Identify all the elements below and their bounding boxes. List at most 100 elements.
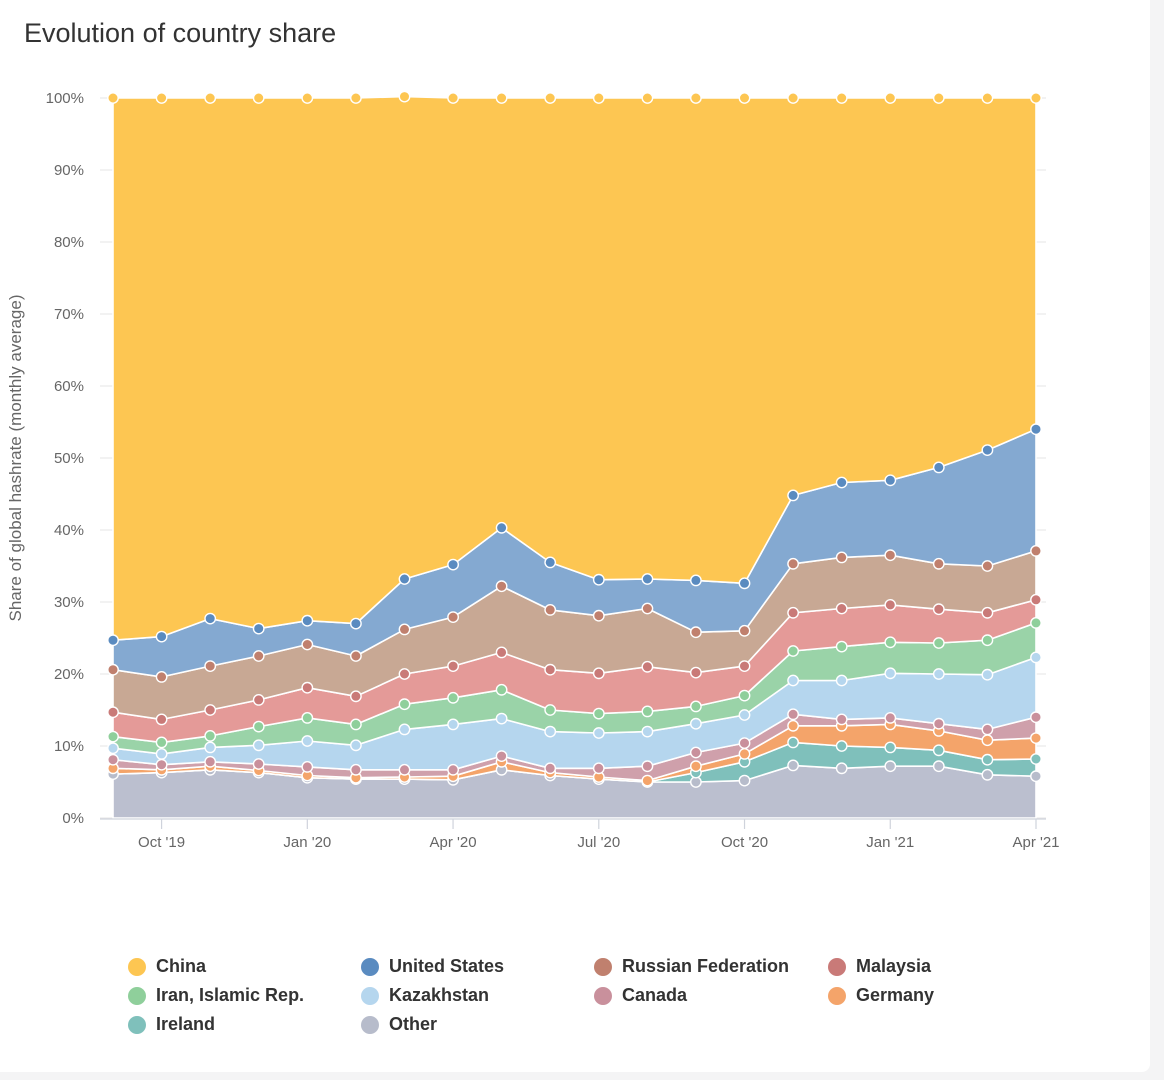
legend-item-germany[interactable]: Germany	[828, 985, 934, 1006]
x-tick-label: Apr '20	[430, 834, 477, 851]
point-kazakhstan	[592, 727, 605, 739]
point-united-states	[544, 556, 557, 569]
legend-item-malaysia[interactable]: Malaysia	[828, 956, 931, 977]
legend-item-ireland[interactable]: Ireland	[128, 1014, 215, 1035]
legend-item-russian-federation[interactable]: Russian Federation	[594, 956, 789, 977]
point-iran-islamic-rep	[981, 634, 994, 647]
x-tick-label: Apr '21	[1012, 834, 1059, 851]
legend-dot-icon	[361, 986, 379, 1005]
point-ireland	[884, 741, 897, 754]
legend-item-canada[interactable]: Canada	[594, 985, 687, 1006]
point-malaysia	[884, 599, 897, 611]
point-malaysia	[641, 660, 654, 673]
point-russian-federation	[495, 580, 508, 593]
point-united-states	[932, 461, 945, 474]
point-malaysia	[544, 663, 557, 676]
point-other	[932, 760, 945, 773]
legend-item-other[interactable]: Other	[361, 1014, 437, 1035]
point-united-states	[592, 573, 605, 586]
legend-label: Other	[389, 1014, 438, 1034]
point-malaysia	[690, 666, 702, 679]
legend-dot-icon	[594, 957, 612, 976]
point-china	[981, 92, 994, 104]
legend-item-iran-islamic-rep[interactable]: Iran, Islamic Rep.	[128, 985, 304, 1006]
point-malaysia	[204, 704, 217, 716]
y-tick-label: 50%	[54, 450, 84, 467]
point-iran-islamic-rep	[884, 636, 897, 649]
point-canada	[349, 763, 362, 776]
y-tick-label: 0%	[62, 810, 84, 827]
point-canada	[204, 755, 217, 768]
legend-dot-icon	[594, 986, 612, 1005]
point-canada	[787, 708, 799, 721]
point-kazakhstan	[495, 712, 508, 725]
point-united-states	[398, 573, 411, 585]
point-iran-islamic-rep	[592, 707, 605, 720]
point-kazakhstan	[641, 725, 654, 738]
point-kazakhstan	[252, 739, 265, 752]
point-china	[1030, 92, 1042, 104]
point-iran-islamic-rep	[252, 720, 265, 733]
point-russian-federation	[349, 650, 362, 662]
point-iran-islamic-rep	[1030, 617, 1042, 629]
point-malaysia	[301, 681, 314, 694]
x-tick-label: Jul '20	[577, 834, 620, 851]
point-united-states	[204, 612, 217, 625]
legend-item-kazakhstan[interactable]: Kazakhstan	[361, 985, 489, 1006]
point-iran-islamic-rep	[107, 730, 119, 743]
point-russian-federation	[787, 557, 799, 570]
point-china	[641, 92, 654, 104]
point-iran-islamic-rep	[495, 683, 508, 696]
point-iran-islamic-rep	[447, 691, 459, 704]
point-united-states	[495, 521, 508, 534]
point-russian-federation	[1030, 545, 1042, 557]
legend-dot-icon	[828, 986, 846, 1005]
point-other	[738, 774, 751, 787]
legend-item-united-states[interactable]: United States	[361, 956, 504, 977]
point-malaysia	[835, 602, 848, 615]
point-germany	[1030, 732, 1042, 744]
point-kazakhstan	[349, 739, 362, 752]
point-canada	[981, 723, 994, 736]
point-russian-federation	[252, 650, 265, 662]
y-tick-label: 70%	[54, 306, 84, 323]
point-china	[155, 92, 168, 104]
point-china	[349, 92, 362, 104]
point-china	[932, 92, 945, 104]
point-russian-federation	[690, 626, 702, 639]
point-kazakhstan	[544, 725, 557, 738]
point-china	[738, 92, 751, 104]
legend-dot-icon	[128, 957, 146, 976]
point-other	[981, 768, 994, 781]
point-russian-federation	[301, 638, 314, 651]
point-malaysia	[787, 606, 799, 619]
point-iran-islamic-rep	[301, 712, 314, 724]
y-tick-label: 30%	[54, 594, 84, 611]
point-united-states	[447, 558, 459, 571]
point-germany	[690, 760, 702, 773]
point-canada	[301, 761, 314, 773]
point-kazakhstan	[981, 668, 994, 681]
y-tick-label: 60%	[54, 378, 84, 395]
point-united-states	[738, 577, 751, 590]
legend-item-china[interactable]: China	[128, 956, 206, 977]
point-canada	[155, 758, 168, 771]
legend-label: Iran, Islamic Rep.	[156, 985, 305, 1005]
point-ireland	[1030, 753, 1042, 765]
point-kazakhstan	[884, 667, 897, 680]
point-malaysia	[349, 690, 362, 703]
point-russian-federation	[107, 663, 119, 676]
point-canada	[884, 712, 897, 724]
point-china	[495, 92, 508, 104]
point-germany	[787, 719, 799, 732]
legend-dot-icon	[128, 986, 146, 1005]
point-malaysia	[738, 660, 751, 672]
x-tick-label: Oct '19	[138, 834, 185, 851]
point-united-states	[349, 617, 362, 630]
point-germany	[641, 774, 654, 787]
point-canada	[544, 762, 557, 775]
legend-label: China	[156, 956, 207, 976]
point-russian-federation	[835, 551, 848, 564]
point-united-states	[155, 630, 168, 643]
point-kazakhstan	[1030, 651, 1042, 664]
